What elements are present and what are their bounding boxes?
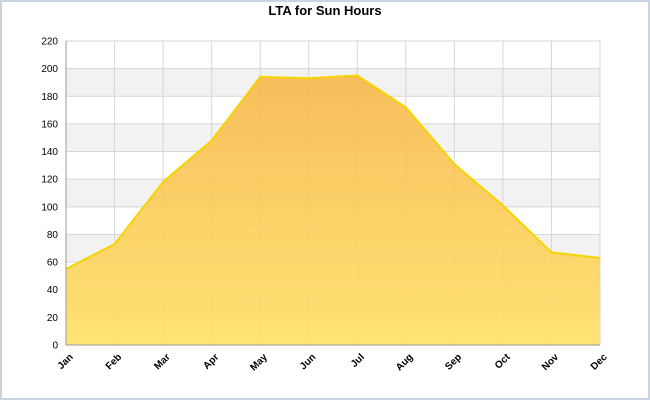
y-tick-label: 20 xyxy=(47,313,59,324)
x-tick-label: Aug xyxy=(394,352,416,374)
area-layer xyxy=(65,74,601,345)
y-tick-label: 60 xyxy=(47,258,59,269)
series-line xyxy=(65,74,601,270)
chart-title: LTA for Sun Hours xyxy=(268,3,382,18)
axes xyxy=(65,41,600,346)
y-tick-label: 120 xyxy=(41,175,58,186)
x-axis-ticks: Jan Feb Mar Apr May Jun Jul Aug Sep Oct Nov Dec xyxy=(56,351,610,373)
y-tick-label: 40 xyxy=(47,285,59,296)
y-axis-ticks: 0 20 40 60 80 100 120 140 160 180 200 220 xyxy=(41,37,58,352)
y-tick-label: 160 xyxy=(41,119,58,130)
y-tick-label: 80 xyxy=(47,230,59,241)
x-tick-label: Jan xyxy=(56,352,76,372)
x-tick-label: Dec xyxy=(589,352,610,373)
series-area xyxy=(66,75,600,345)
x-tick-label: Feb xyxy=(104,352,124,372)
y-tick-label: 220 xyxy=(41,37,58,48)
x-tick-label: Nov xyxy=(540,352,561,373)
y-tick-label: 200 xyxy=(41,64,58,75)
x-tick-label: Sep xyxy=(443,352,464,373)
y-tick-label: 140 xyxy=(41,147,58,158)
x-tick-label: Jun xyxy=(298,352,318,372)
y-tick-label: 100 xyxy=(41,202,58,213)
x-tick-label: Apr xyxy=(201,352,221,372)
x-tick-label: Oct xyxy=(493,351,513,371)
x-tick-label: Mar xyxy=(152,352,172,372)
y-tick-label: 0 xyxy=(52,341,58,352)
x-tick-label: May xyxy=(248,352,270,374)
y-tick-label: 180 xyxy=(41,92,58,103)
x-tick-label: Jul xyxy=(349,352,367,370)
